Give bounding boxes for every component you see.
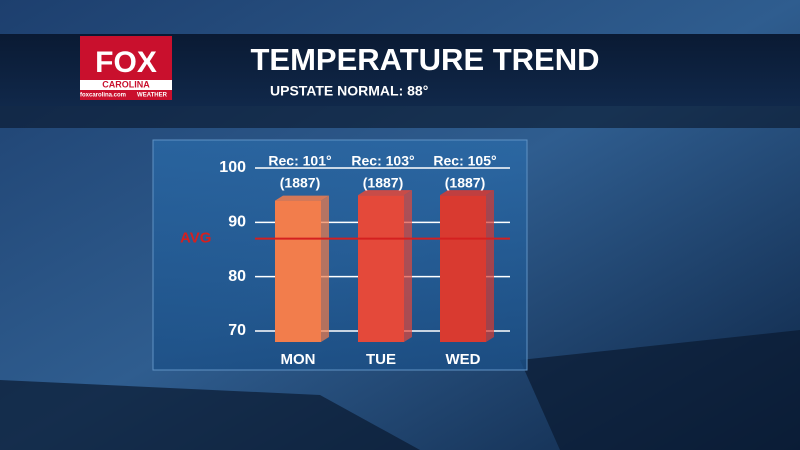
record-year: (1887)	[280, 175, 320, 191]
y-tick-label: 70	[228, 322, 246, 339]
bar-side	[404, 190, 412, 342]
x-tick-label: WED	[446, 351, 481, 368]
logo-text: FOX	[95, 46, 157, 79]
logo-section: WEATHER	[137, 93, 168, 99]
record-label: Rec: 105°	[433, 153, 496, 169]
chart-subtitle: UPSTATE NORMAL: 88°	[270, 83, 428, 99]
record-year: (1887)	[363, 175, 403, 191]
record-label: Rec: 101°	[268, 153, 331, 169]
logo-site: foxcarolina.com	[80, 93, 126, 99]
logo: FOX CAROLINA foxcarolina.com WEATHER	[80, 36, 172, 100]
bar-side	[486, 190, 494, 342]
background-shape	[0, 380, 420, 450]
x-tick-label: MON	[281, 351, 316, 368]
bar-top	[275, 195, 329, 201]
y-tick-label: 100	[219, 159, 246, 176]
bar	[358, 195, 404, 342]
logo-strip	[80, 80, 172, 90]
bar-top	[440, 190, 494, 196]
chart-title: TEMPERATURE TREND	[250, 42, 599, 77]
y-tick-label: 90	[228, 214, 246, 231]
bar	[440, 195, 486, 342]
background-shape	[520, 330, 800, 450]
header-shadow	[0, 106, 800, 128]
record-year: (1887)	[445, 175, 485, 191]
bar	[275, 200, 321, 342]
logo-station: CAROLINA	[102, 79, 150, 89]
bar-top	[358, 190, 412, 196]
y-tick-label: 80	[228, 268, 246, 285]
record-label: Rec: 103°	[351, 153, 414, 169]
x-tick-label: TUE	[366, 351, 396, 368]
avg-label: AVG	[180, 230, 211, 247]
bar-side	[321, 195, 329, 342]
